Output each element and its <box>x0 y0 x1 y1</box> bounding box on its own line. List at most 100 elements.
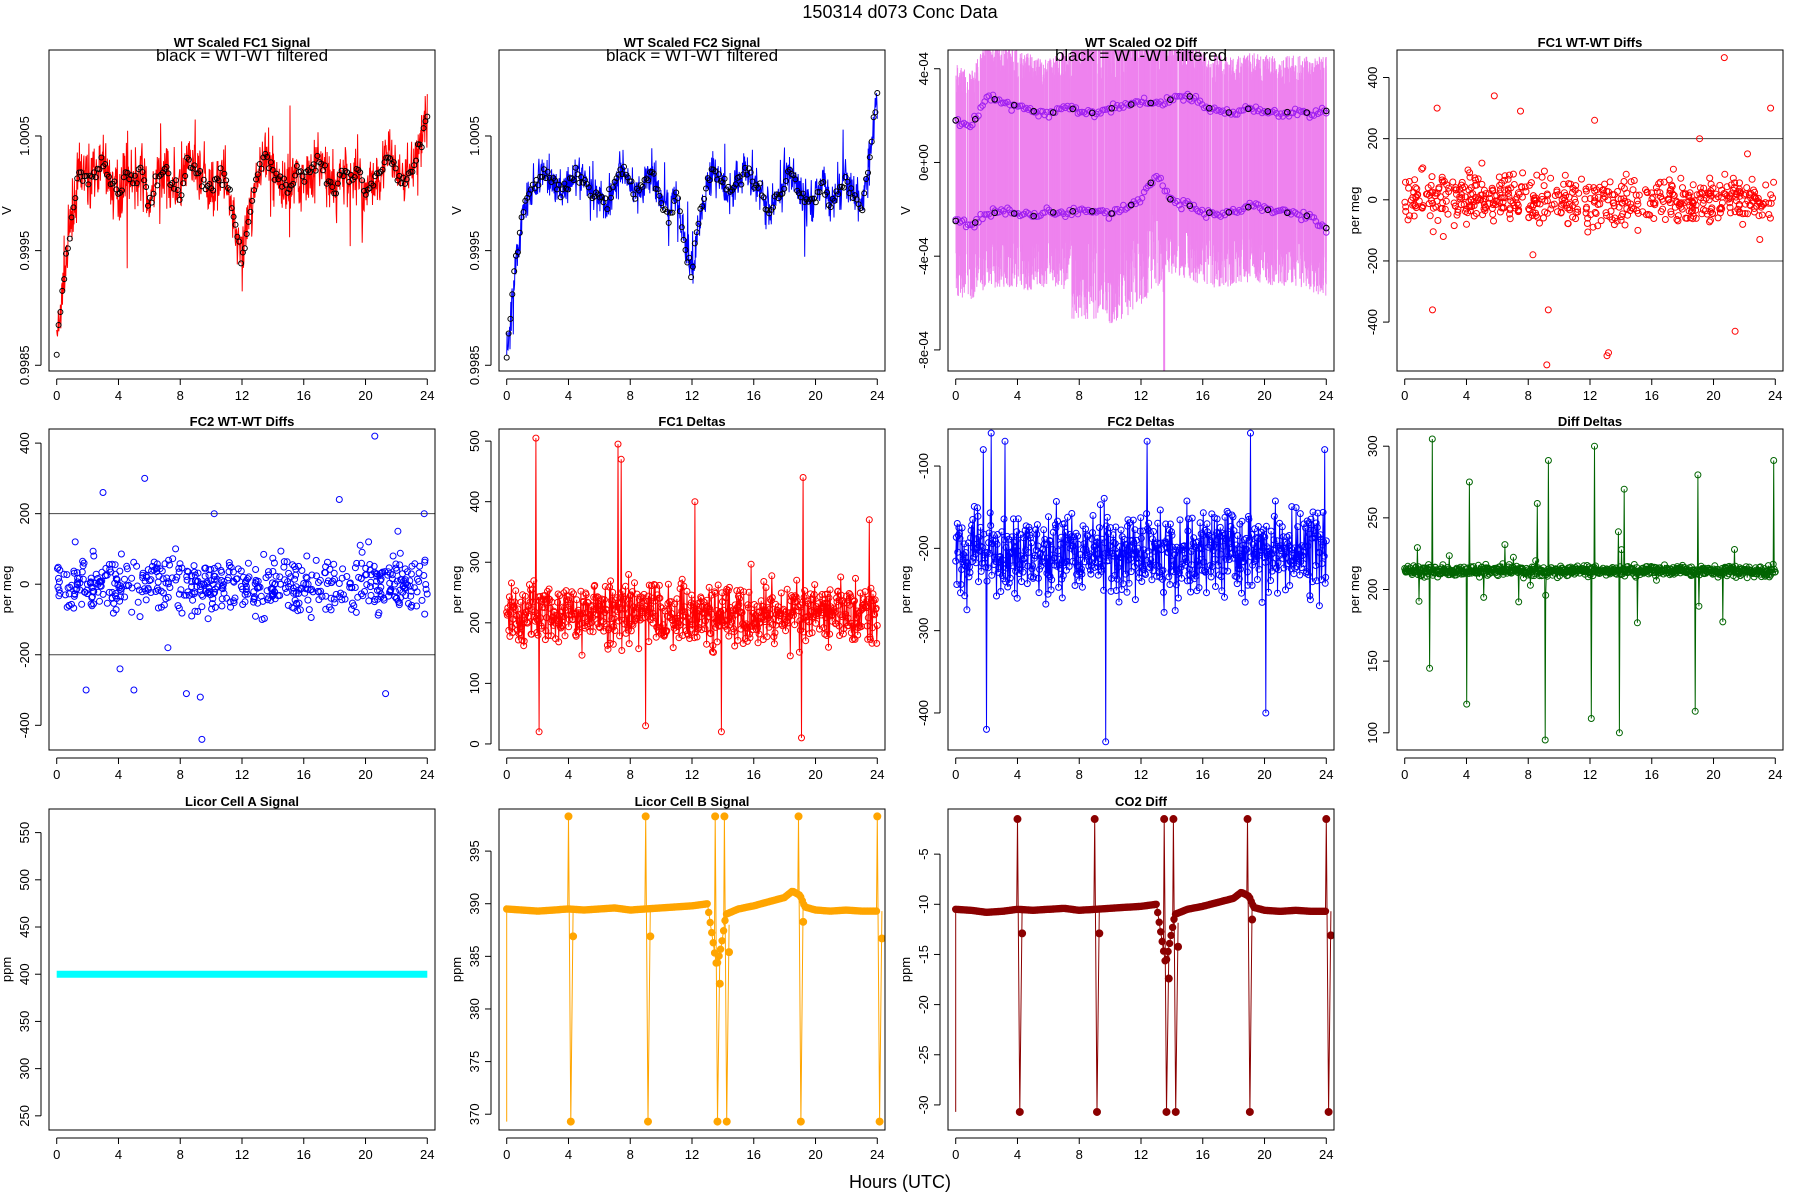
filtered-point <box>1186 202 1194 210</box>
data-point <box>1198 550 1206 558</box>
filtered-point <box>55 322 62 328</box>
filtered-point <box>223 177 230 184</box>
data-point <box>1004 583 1012 591</box>
data-point <box>705 583 713 591</box>
data-point <box>136 613 144 621</box>
signal-trace <box>506 93 878 356</box>
data-point <box>1525 205 1533 213</box>
filtered-point <box>863 176 870 182</box>
filtered-point <box>1323 107 1330 115</box>
data-point <box>214 562 222 570</box>
data-point <box>607 577 615 585</box>
data-point <box>321 569 329 577</box>
diff-point <box>1136 198 1144 206</box>
data-point <box>1318 560 1326 568</box>
data-point <box>1652 184 1660 192</box>
filtered-point <box>503 354 510 361</box>
filtered-point <box>643 175 650 182</box>
data-point <box>1121 549 1129 557</box>
data-point <box>367 571 375 579</box>
data-point <box>1271 497 1279 505</box>
data-point <box>745 604 752 612</box>
data-point <box>589 628 597 636</box>
data-point <box>1194 561 1202 569</box>
data-point <box>1667 210 1675 218</box>
data-point <box>1532 212 1540 219</box>
diff-point <box>989 91 997 99</box>
data-point <box>1409 201 1417 209</box>
data-point <box>1412 202 1419 210</box>
data-point <box>1517 107 1524 115</box>
filtered-point <box>290 180 297 187</box>
filtered-point <box>424 113 431 120</box>
data-point <box>109 609 117 617</box>
data-point <box>1623 189 1631 197</box>
y-tick-label: 1.0005 <box>17 116 32 156</box>
data-point <box>873 622 881 629</box>
data-point <box>66 583 74 591</box>
signal-trace <box>56 94 428 337</box>
y-tick-label: -8e-04 <box>916 331 931 369</box>
data-point <box>1506 210 1514 218</box>
data-point <box>1320 552 1328 560</box>
data-point <box>80 559 88 567</box>
data-point <box>304 596 312 604</box>
data-point <box>242 579 249 587</box>
filtered-point <box>312 167 319 174</box>
filtered-point <box>699 203 706 210</box>
data-point <box>1629 186 1637 194</box>
data-point <box>1582 209 1590 217</box>
data-point <box>1650 215 1658 222</box>
filtered-point <box>83 172 90 179</box>
data-point <box>678 575 686 583</box>
data-point <box>232 575 240 583</box>
data-point <box>667 598 675 606</box>
data-point <box>56 566 64 574</box>
data-point <box>586 627 594 635</box>
data-point <box>767 597 775 605</box>
data-point <box>684 609 692 617</box>
data-point <box>1294 523 1302 531</box>
data-point <box>371 596 379 603</box>
data-point <box>1204 528 1211 536</box>
data-point <box>1767 104 1775 112</box>
data-point <box>207 591 214 599</box>
data-point <box>837 573 845 581</box>
data-point <box>1235 575 1243 583</box>
filtered-point <box>650 170 657 177</box>
filtered-point <box>210 187 217 194</box>
filtered-point <box>835 191 842 198</box>
data-point <box>1604 196 1612 204</box>
data-point <box>1225 556 1233 563</box>
data-point <box>214 583 222 591</box>
data-point <box>1209 534 1217 542</box>
data-point <box>1558 196 1566 204</box>
diff-point <box>998 206 1005 213</box>
data-point <box>1114 563 1122 571</box>
data-point <box>825 594 833 602</box>
data-point <box>269 554 277 562</box>
diff-point <box>1107 109 1115 116</box>
data-point <box>178 609 186 617</box>
data-point <box>754 639 762 647</box>
data-point <box>520 642 528 650</box>
y-tick-label: 4e-04 <box>916 52 931 85</box>
data-point <box>610 615 618 623</box>
data-point <box>1532 196 1540 204</box>
data-point <box>1226 540 1234 548</box>
data-point <box>1540 214 1547 222</box>
data-point <box>1145 527 1153 535</box>
data-point <box>954 548 962 556</box>
data-point <box>71 538 79 546</box>
data-point <box>1466 207 1474 215</box>
data-point <box>197 580 205 588</box>
data-point <box>963 606 971 614</box>
filtered-point <box>68 214 75 221</box>
data-point <box>1188 514 1196 522</box>
data-point <box>113 595 120 602</box>
filtered-point <box>392 165 399 172</box>
diff-point <box>1178 205 1185 213</box>
data-point <box>1634 226 1642 234</box>
data-point <box>1674 217 1682 225</box>
